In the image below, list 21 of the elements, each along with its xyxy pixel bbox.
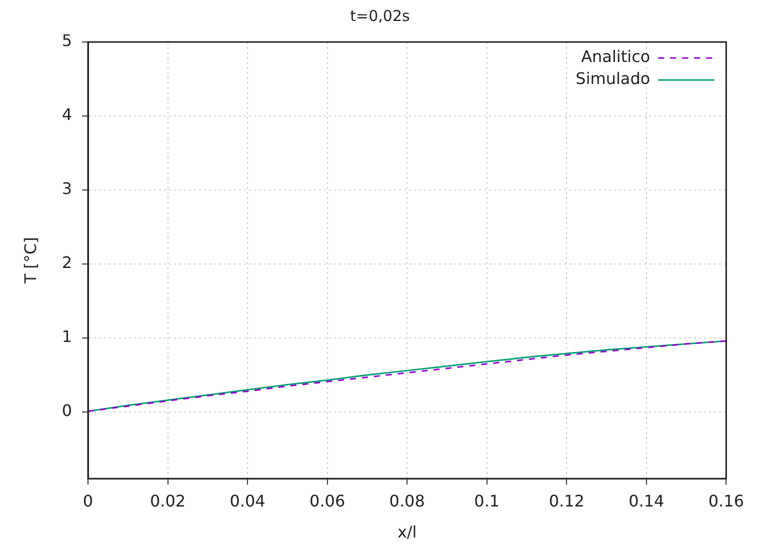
x-tick-label: 0.04 (230, 491, 266, 510)
x-tick-label: 0.16 (708, 491, 744, 510)
x-tick-label: 0.1 (474, 491, 500, 510)
y-tick-label: 1 (62, 327, 72, 346)
line-series (88, 340, 726, 412)
legend-label: Analitico (581, 47, 650, 66)
y-tick-label: 0 (62, 401, 72, 420)
chart-title: t=0,02s (350, 6, 410, 25)
y-tick-label: 3 (62, 179, 72, 198)
legend-label: Simulado (576, 69, 650, 88)
x-tick-label: 0.12 (548, 491, 584, 510)
x-tick-label: 0.02 (150, 491, 186, 510)
x-tick-label: 0 (82, 491, 94, 510)
y-tick-label: 2 (62, 253, 72, 272)
x-tick-label: 0.14 (628, 491, 664, 510)
y-tick-label: 4 (62, 105, 72, 124)
y-axis-title: T [°C] (20, 237, 40, 285)
x-tick-label: 0.08 (389, 491, 425, 510)
x-tick-label: 0.06 (310, 491, 346, 510)
y-tick-label: 5 (62, 31, 72, 50)
x-axis-title: x/l (397, 522, 417, 542)
